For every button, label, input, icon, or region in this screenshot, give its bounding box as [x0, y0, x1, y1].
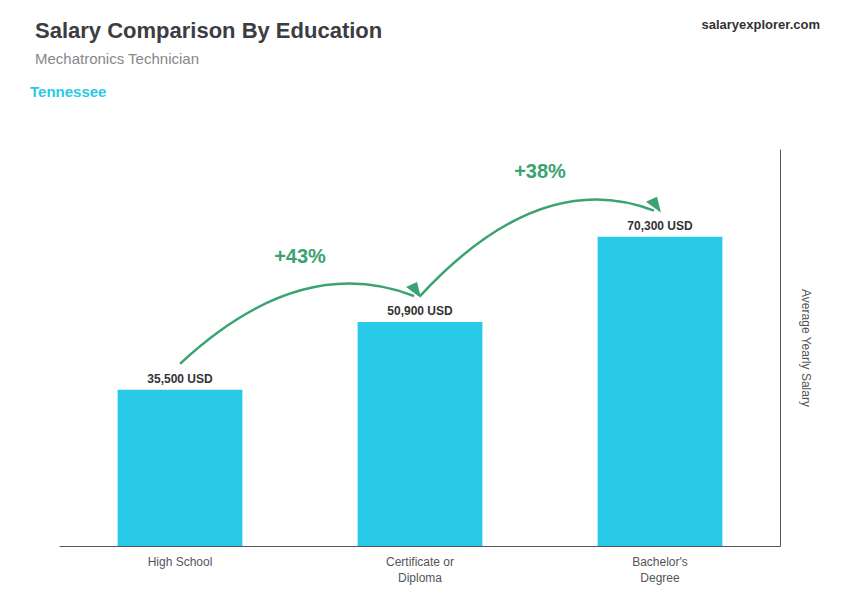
svg-text:70,300 USD: 70,300 USD [627, 219, 693, 233]
svg-text:Tennessee: Tennessee [30, 83, 106, 100]
svg-text:50,900 USD: 50,900 USD [387, 304, 453, 318]
svg-text:Average Yearly Salary: Average Yearly Salary [799, 289, 813, 407]
svg-text:35,500 USD: 35,500 USD [147, 372, 213, 386]
svg-text:Diploma: Diploma [398, 571, 442, 585]
svg-text:+43%: +43% [274, 245, 326, 267]
svg-text:Salary Comparison By Education: Salary Comparison By Education [35, 18, 382, 43]
svg-text:Bachelor's: Bachelor's [632, 555, 688, 569]
svg-text:Degree: Degree [640, 571, 680, 585]
svg-text:Mechatronics Technician: Mechatronics Technician [35, 50, 199, 67]
svg-text:+38%: +38% [514, 160, 566, 182]
svg-text:salaryexplorer.com: salaryexplorer.com [701, 17, 820, 32]
svg-text:High School: High School [148, 555, 213, 569]
svg-text:Certificate or: Certificate or [386, 555, 454, 569]
